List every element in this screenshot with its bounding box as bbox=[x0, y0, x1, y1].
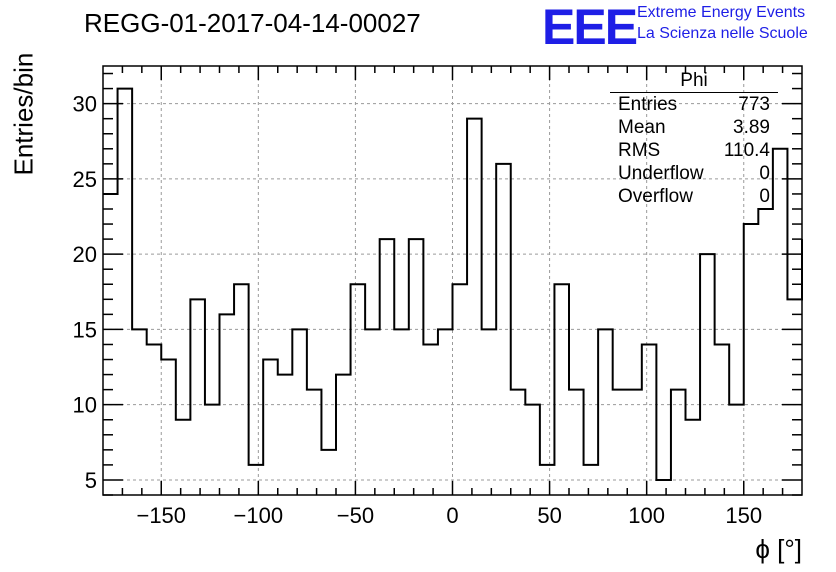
histogram-bin bbox=[176, 420, 191, 495]
logo-line-1: Extreme Energy Events bbox=[637, 4, 806, 21]
histogram-bin bbox=[365, 329, 380, 495]
histogram-bin bbox=[263, 360, 278, 495]
stats-value: 110.4 bbox=[723, 140, 770, 161]
histogram-bin bbox=[453, 284, 468, 495]
x-tick-label: −100 bbox=[234, 503, 284, 528]
histogram-bin bbox=[627, 390, 642, 495]
histogram-bin bbox=[307, 390, 322, 495]
histogram-bin bbox=[656, 480, 671, 495]
histogram-bin bbox=[787, 299, 802, 495]
histogram-bin bbox=[642, 344, 657, 495]
axis-ticks bbox=[103, 66, 802, 496]
histogram-bin bbox=[744, 224, 759, 495]
stats-value: 0 bbox=[759, 163, 770, 184]
stats-row-overflow: Overflow 0 bbox=[610, 185, 778, 208]
histogram-bin bbox=[482, 329, 497, 495]
eee-logo: EEE bbox=[542, 0, 638, 55]
x-tick-label: −150 bbox=[136, 503, 186, 528]
histogram-bin bbox=[715, 344, 730, 495]
histogram-bin bbox=[394, 329, 409, 495]
y-tick-label: 20 bbox=[73, 242, 97, 267]
histogram-bin bbox=[700, 254, 715, 495]
stats-row-mean: Mean 3.89 bbox=[610, 116, 778, 139]
histogram-bin bbox=[351, 284, 366, 495]
x-tick-label: 0 bbox=[446, 503, 458, 528]
histogram-bin bbox=[729, 405, 744, 495]
stats-label: RMS bbox=[618, 140, 661, 161]
histogram-bin bbox=[467, 119, 482, 495]
stats-value: 3.89 bbox=[733, 117, 770, 138]
y-tick-label: 15 bbox=[73, 317, 97, 342]
stats-value: 0 bbox=[759, 186, 770, 207]
y-tick-label: 10 bbox=[73, 393, 97, 418]
histogram-bin bbox=[132, 329, 147, 495]
histogram-bin bbox=[321, 450, 336, 495]
statistics-box: Phi Entries 773 Mean 3.89 RMS 110.4 Underfl… bbox=[610, 70, 778, 208]
stats-value: 773 bbox=[738, 94, 770, 115]
y-tick-label: 5 bbox=[85, 468, 97, 493]
stats-row-rms: RMS 110.4 bbox=[610, 139, 778, 162]
stats-row-underflow: Underflow 0 bbox=[610, 162, 778, 185]
y-axis-label: Entries/bin bbox=[8, 52, 39, 176]
logo-line-2: La Scienza nelle Scuole bbox=[637, 25, 808, 42]
x-tick-label: 100 bbox=[628, 503, 665, 528]
histogram-bin bbox=[496, 164, 511, 495]
histogram-bin bbox=[758, 209, 773, 495]
stats-label: Entries bbox=[618, 94, 678, 115]
histogram-bin bbox=[147, 344, 162, 495]
histogram-bin bbox=[380, 239, 395, 495]
x-tick-label: −50 bbox=[337, 503, 374, 528]
x-tick-label: 150 bbox=[725, 503, 762, 528]
stats-row-entries: Entries 773 bbox=[610, 93, 778, 116]
y-tick-label: 25 bbox=[73, 167, 97, 192]
histogram-bin bbox=[613, 390, 628, 495]
tick-labels: −150 −100 −50 0 50 100 150 5 10 15 20 25 30 bbox=[73, 92, 763, 528]
histogram-bin bbox=[205, 405, 220, 495]
histogram-bin bbox=[671, 390, 686, 495]
histogram-bin bbox=[118, 89, 133, 495]
histogram-bin bbox=[438, 329, 453, 495]
histogram-bin bbox=[511, 390, 526, 495]
histogram-bin bbox=[598, 329, 613, 495]
stats-label: Mean bbox=[618, 117, 666, 138]
histogram-bin bbox=[525, 405, 540, 495]
histogram-step-line bbox=[103, 87, 803, 481]
histogram-bin bbox=[409, 239, 424, 495]
stats-title: Phi bbox=[610, 70, 778, 93]
histogram-bin bbox=[423, 344, 438, 495]
histogram-bin bbox=[234, 284, 249, 495]
y-tick-label: 30 bbox=[73, 92, 97, 117]
stats-label: Overflow bbox=[618, 186, 693, 207]
x-axis-label: ϕ [°] bbox=[755, 534, 802, 564]
histogram-bin bbox=[161, 360, 176, 495]
histogram-bin bbox=[292, 329, 307, 495]
logo-caption: Extreme Energy Events La Scienza nelle S… bbox=[637, 2, 808, 44]
histogram-bin bbox=[336, 375, 351, 495]
stats-label: Underflow bbox=[618, 163, 704, 184]
x-tick-label: 50 bbox=[537, 503, 561, 528]
histogram-bin bbox=[686, 420, 701, 495]
histogram-bin bbox=[554, 284, 569, 495]
histogram-bin bbox=[278, 375, 293, 495]
chart-title: REGG-01-2017-04-14-00027 bbox=[84, 8, 421, 38]
histogram-bin bbox=[569, 390, 584, 495]
histogram-bin bbox=[190, 299, 205, 495]
